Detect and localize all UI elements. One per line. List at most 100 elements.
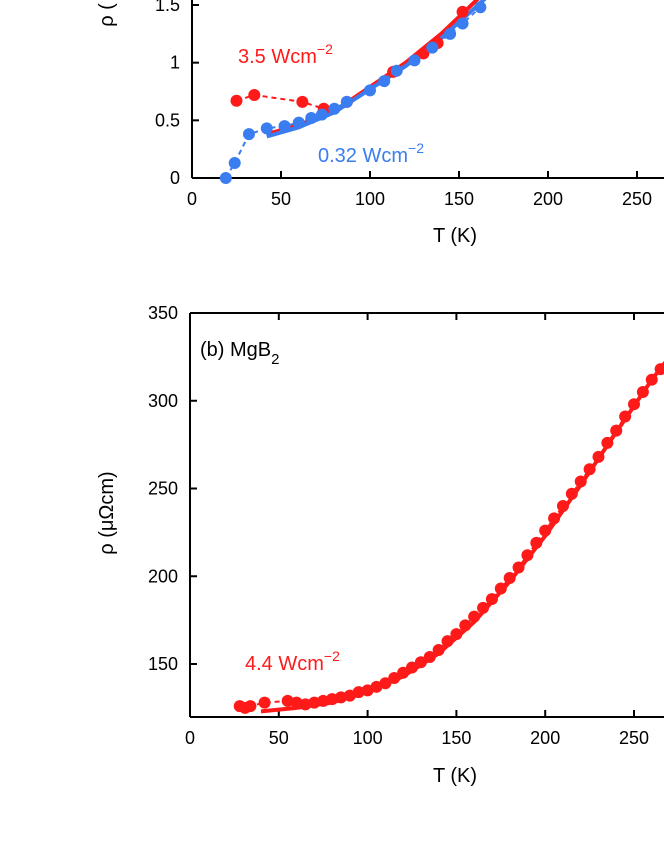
data-point (219, 172, 232, 184)
x-tick-label: 0 (187, 189, 197, 209)
panel-a-ylabel: ρ ( (96, 3, 118, 27)
data-point (408, 54, 421, 67)
data-point (485, 593, 498, 606)
y-tick-label: 200 (148, 566, 178, 586)
x-tick-label: 50 (271, 189, 291, 209)
data-point (230, 94, 243, 107)
y-tick-label: 350 (148, 303, 178, 323)
data-point (296, 95, 309, 108)
y-tick-label: 300 (148, 391, 178, 411)
data-point (290, 696, 303, 709)
data-point (340, 95, 353, 108)
panel-b-xlabel: T (K) (433, 765, 477, 787)
data-point (548, 512, 561, 525)
data-point (645, 373, 658, 386)
data-point (444, 27, 457, 40)
data-point (477, 601, 490, 614)
data-point (406, 661, 418, 674)
panel-a-axes (191, 0, 664, 179)
data-point (456, 5, 469, 18)
data-point (248, 88, 261, 101)
data-point (315, 108, 328, 121)
data-point (334, 691, 347, 704)
x-tick-label: 100 (353, 728, 383, 748)
x-tick-label: 150 (441, 728, 471, 748)
data-point (260, 122, 273, 135)
panel-b-ylabel: ρ (μΩcm) (96, 471, 118, 554)
data-point (636, 385, 649, 398)
data-point (278, 120, 291, 133)
data-point (494, 582, 507, 595)
data-point (456, 17, 469, 30)
y-tick-label: 1.5 (155, 0, 180, 15)
data-point (378, 75, 391, 88)
data-point (379, 677, 392, 690)
data-point (328, 102, 341, 115)
data-point (364, 84, 376, 97)
y-tick-label: 0 (170, 168, 180, 188)
data-point (317, 694, 330, 707)
panel-a-chart: 0 50 100 150 200 250 0 0.5 1 1.5 T (K) ρ ( 3.5 Wc… (96, 0, 664, 247)
data-point (474, 1, 487, 14)
x-tick-label: 250 (622, 189, 652, 209)
data-point (628, 398, 640, 411)
data-point (417, 47, 430, 60)
panel-b-points (233, 363, 664, 714)
data-point (308, 696, 321, 709)
x-tick-label: 100 (355, 189, 385, 209)
data-point (390, 64, 403, 77)
data-point (388, 672, 401, 685)
data-point (556, 500, 569, 513)
y-tick-label: 1 (170, 53, 180, 73)
x-tick-label: 50 (269, 728, 289, 748)
data-point (521, 549, 534, 562)
data-point (512, 561, 525, 574)
panel-b-red-label: 4.4 Wcm−2 (245, 648, 340, 675)
x-tick-label: 250 (619, 728, 649, 748)
data-point (299, 698, 312, 711)
data-point (565, 487, 578, 500)
data-point (574, 475, 587, 488)
data-point (397, 666, 410, 679)
data-point (281, 694, 294, 707)
data-point (242, 128, 255, 141)
data-point (305, 112, 318, 125)
data-point (414, 656, 427, 669)
data-point (244, 700, 257, 713)
data-point (326, 693, 339, 706)
data-point (441, 635, 454, 648)
panel-b-title: (b) MgB2 (200, 339, 279, 368)
data-point (654, 363, 664, 376)
data-point (423, 650, 436, 663)
x-tick-label: 150 (444, 189, 474, 209)
data-point (539, 524, 552, 537)
data-point (619, 410, 632, 423)
panel-b-axes (189, 312, 664, 718)
data-point (468, 610, 481, 623)
data-point (583, 463, 596, 476)
x-tick-label: 200 (530, 728, 560, 748)
panel-a-blue-label: 0.32 Wcm−2 (318, 140, 424, 167)
data-point (426, 41, 439, 54)
data-point (258, 696, 271, 709)
x-tick-label: 200 (533, 189, 563, 209)
panel-a-points (219, 1, 487, 184)
data-point (450, 628, 463, 641)
y-tick-label: 250 (148, 479, 178, 499)
y-tick-label: 0.5 (155, 110, 180, 130)
x-tick-label: 0 (185, 728, 195, 748)
panel-a-xlabel: T (K) (433, 225, 477, 247)
data-point (530, 536, 543, 549)
y-tick-label: 150 (148, 654, 178, 674)
data-point (503, 572, 516, 585)
panel-a-red-label: 3.5 Wcm−2 (238, 41, 333, 68)
data-point (592, 450, 605, 463)
data-point (432, 643, 445, 656)
data-point (459, 619, 472, 632)
panel-a-ticks: 0 50 100 150 200 250 0 0.5 1 1.5 (155, 0, 652, 209)
data-point (352, 686, 365, 699)
data-point (610, 424, 623, 437)
data-point (292, 116, 305, 129)
